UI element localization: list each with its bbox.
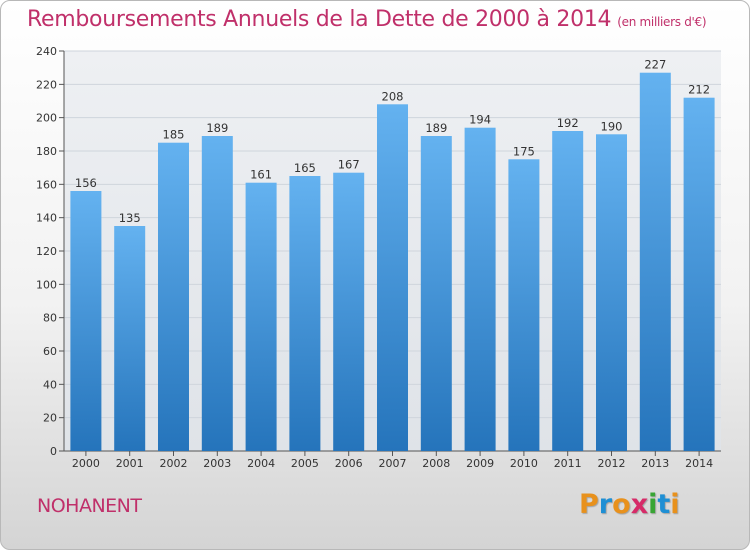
bar-value-label: 212 — [688, 83, 710, 97]
logo-letter: P — [579, 489, 599, 520]
x-tick-label: 2010 — [510, 457, 538, 470]
chart-unit: (en milliers d'€) — [617, 15, 707, 29]
bar-2007 — [377, 104, 408, 452]
x-tick-label: 2014 — [685, 457, 713, 470]
bar-value-label: 208 — [382, 89, 404, 103]
bar-2010 — [508, 159, 540, 452]
x-tick-label: 2002 — [160, 457, 188, 470]
bar-2008 — [420, 136, 452, 451]
bar-value-label: 185 — [163, 128, 185, 142]
bar-2003 — [201, 136, 233, 451]
bar-value-label: 190 — [601, 119, 623, 133]
bar-2002 — [158, 142, 189, 451]
x-tick-label: 2005 — [291, 457, 319, 470]
bar-value-label: 189 — [206, 121, 228, 135]
bar-value-label: 165 — [294, 161, 316, 175]
chart-title-text: Remboursements Annuels de la Dette de 20… — [27, 7, 612, 32]
logo-letter: r — [598, 489, 613, 520]
bar-value-label: 192 — [557, 116, 579, 130]
bar-value-label: 135 — [119, 211, 141, 225]
proxiti-logo: Proxiti — [579, 489, 680, 520]
bar-2012 — [596, 134, 627, 452]
bar-2013 — [639, 72, 671, 451]
bar-value-label: 227 — [644, 58, 666, 72]
y-tick-label: 20 — [43, 412, 57, 425]
bar-value-label: 194 — [469, 113, 491, 127]
y-tick-label: 140 — [36, 212, 57, 225]
x-tick-label: 2006 — [335, 457, 363, 470]
y-tick-label: 180 — [36, 145, 57, 158]
bar-2009 — [464, 127, 496, 451]
y-tick-label: 100 — [36, 278, 57, 291]
x-tick-label: 2008 — [422, 457, 450, 470]
logo-letter: x — [630, 489, 649, 520]
x-tick-label: 2004 — [247, 457, 275, 470]
y-tick-label: 240 — [36, 45, 57, 58]
x-tick-label: 2012 — [598, 457, 626, 470]
y-tick-label: 80 — [43, 312, 57, 325]
commune-name: NOHANENT — [37, 495, 142, 517]
logo-letter: i — [670, 489, 680, 520]
y-tick-label: 160 — [36, 178, 57, 191]
x-tick-label: 2013 — [641, 457, 669, 470]
x-tick-label: 2003 — [203, 457, 231, 470]
logo-letter: i — [648, 489, 658, 520]
bar-value-label: 161 — [250, 168, 272, 182]
y-tick-label: 120 — [36, 245, 57, 258]
bar-value-label: 189 — [425, 121, 447, 135]
bar-2005 — [289, 176, 321, 451]
bar-value-label: 167 — [338, 158, 360, 172]
bar-2000 — [70, 191, 102, 451]
x-tick-label: 2011 — [554, 457, 582, 470]
y-tick-label: 40 — [43, 378, 57, 391]
bar-2014 — [683, 97, 715, 451]
bar-2006 — [333, 172, 365, 451]
x-tick-label: 2001 — [116, 457, 144, 470]
x-tick-label: 2000 — [72, 457, 100, 470]
bar-value-label: 156 — [75, 176, 97, 190]
y-tick-label: 60 — [43, 345, 57, 358]
y-tick-label: 200 — [36, 112, 57, 125]
y-tick-label: 0 — [50, 445, 57, 458]
bar-2001 — [114, 226, 146, 451]
y-tick-label: 220 — [36, 78, 57, 91]
bar-2011 — [552, 131, 584, 451]
x-tick-label: 2007 — [379, 457, 407, 470]
logo-letter: o — [612, 489, 631, 520]
x-tick-label: 2009 — [466, 457, 494, 470]
chart-title: Remboursements Annuels de la Dette de 20… — [27, 7, 707, 32]
bar-value-label: 175 — [513, 144, 535, 158]
bar-2004 — [245, 182, 277, 451]
logo-letter: t — [657, 489, 671, 520]
